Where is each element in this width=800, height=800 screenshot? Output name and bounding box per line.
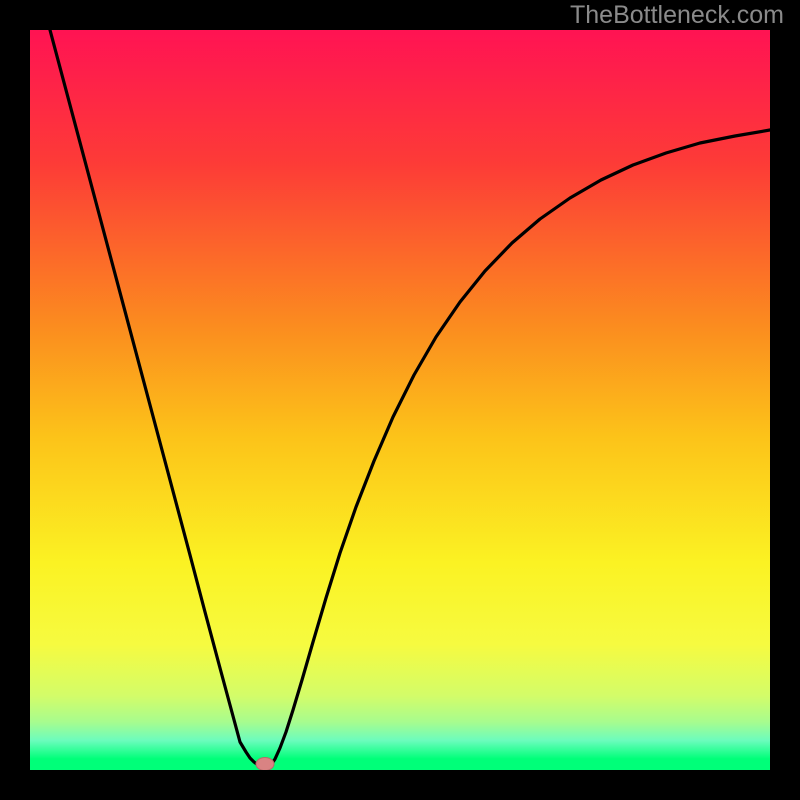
minimum-marker bbox=[256, 758, 274, 771]
chart-container: TheBottleneck.com bbox=[0, 0, 800, 800]
plot-svg bbox=[30, 30, 770, 770]
watermark-text: TheBottleneck.com bbox=[570, 1, 784, 30]
plot-area bbox=[30, 30, 770, 770]
